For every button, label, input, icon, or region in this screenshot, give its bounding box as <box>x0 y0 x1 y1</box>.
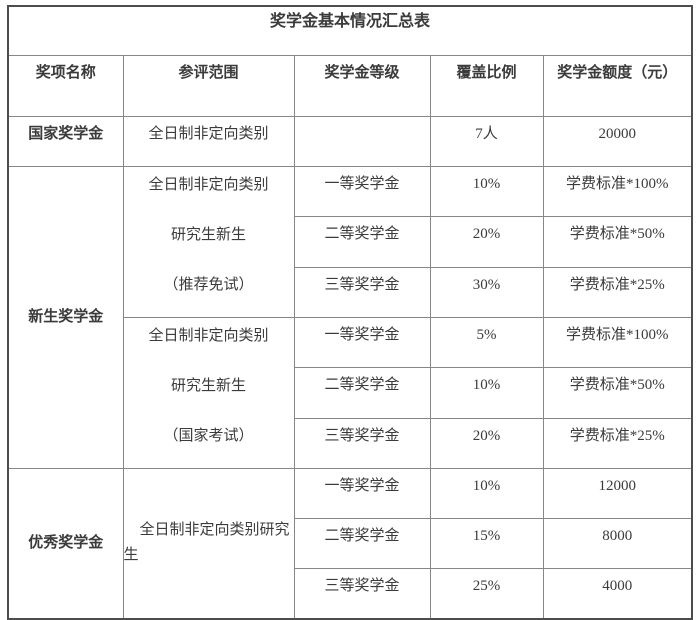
amount-cell: 学费标准*100% <box>542 316 693 369</box>
table-row: 二等奖学金 15% 8000 <box>8 518 693 569</box>
table-row: 二等奖学金 10% 学费标准*50% <box>8 367 693 419</box>
ratio-cell: 10% <box>429 367 544 419</box>
amount-cell: 学费标准*25% <box>542 266 693 319</box>
title-row: 奖学金基本情况汇总表 <box>7 5 693 56</box>
level-cell: 三等奖学金 <box>293 417 431 470</box>
column-header-scope: 参评范围 <box>122 55 295 117</box>
amount-cell: 4000 <box>542 568 693 619</box>
table-row: 二等奖学金 20% 学费标准*50% <box>8 216 693 268</box>
ratio-cell: 20% <box>429 216 544 268</box>
scope-line: 研究生新生 <box>170 227 246 243</box>
table-row: 新生奖学金 全日制非定向类别 研究生新生 （推荐免试） 一等奖学金 10% 学费… <box>7 165 693 469</box>
award-name-cell: 国家奖学金 <box>7 116 124 167</box>
column-header-ratio: 覆盖比例 <box>429 55 544 117</box>
amount-cell: 学费标准*50% <box>542 216 693 268</box>
scope-line: （国家考试） <box>163 428 254 444</box>
table-row: 三等奖学金 20% 学费标准*25% <box>8 417 693 470</box>
scholarship-summary-table-wrap: 奖学金基本情况汇总表 奖项名称 参评范围 奖学金等级 覆盖比例 奖学金额度（元）… <box>7 5 693 620</box>
column-header-level: 奖学金等级 <box>293 55 431 117</box>
ratio-cell: 30% <box>429 266 544 319</box>
level-cell: 二等奖学金 <box>293 518 431 569</box>
level-cell: 二等奖学金 <box>293 367 431 419</box>
level-cell: 一等奖学金 <box>293 468 431 519</box>
table-title: 奖学金基本情况汇总表 <box>7 5 693 56</box>
table-row: 全日制非定向类别 研究生新生 （国家考试） 一等奖学金 5% 学费标准*100% <box>8 316 693 469</box>
level-cell: 二等奖学金 <box>293 216 431 268</box>
scope-cell: 全日制非定向类别 <box>122 116 295 167</box>
amount-cell: 20000 <box>542 116 693 167</box>
level-cell: 三等奖学金 <box>293 568 431 619</box>
scope-line: 全日制非定向类别 <box>148 177 269 193</box>
table-row: 国家奖学金 全日制非定向类别 7人 20000 <box>7 116 693 167</box>
scope-line: 全日制非定向类别 <box>148 328 269 344</box>
table-row: 三等奖学金 30% 学费标准*25% <box>8 266 693 319</box>
ratio-cell: 15% <box>429 518 544 569</box>
scope-line: 研究生新生 <box>170 378 246 394</box>
scope-line: （推荐免试） <box>163 277 254 293</box>
ratio-cell: 10% <box>429 468 544 519</box>
scholarship-summary-table: 奖学金基本情况汇总表 奖项名称 参评范围 奖学金等级 覆盖比例 奖学金额度（元）… <box>7 5 693 620</box>
ratio-cell: 7人 <box>429 116 544 167</box>
level-cell: 一等奖学金 <box>293 165 431 218</box>
ratio-cell: 20% <box>429 417 544 470</box>
level-cell: 三等奖学金 <box>293 266 431 319</box>
amount-cell: 12000 <box>542 468 693 519</box>
ratio-cell: 10% <box>429 165 544 218</box>
column-header-award: 奖项名称 <box>7 55 124 117</box>
amount-cell: 8000 <box>542 518 693 569</box>
award-name-cell: 优秀奖学金 <box>7 468 124 619</box>
ratio-cell: 5% <box>429 316 544 369</box>
scope-cell: 全日制非定向类别研究生 <box>122 468 295 619</box>
level-cell <box>293 116 431 167</box>
amount-cell: 学费标准*50% <box>542 367 693 419</box>
ratio-cell: 25% <box>429 568 544 619</box>
level-cell: 一等奖学金 <box>293 316 431 369</box>
scope-cell: 全日制非定向类别 研究生新生 （推荐免试） <box>122 166 295 318</box>
amount-cell: 学费标准*25% <box>542 417 693 470</box>
column-header-amount: 奖学金额度（元） <box>542 55 693 117</box>
award-name-cell: 新生奖学金 <box>7 166 124 469</box>
amount-cell: 学费标准*100% <box>542 165 693 218</box>
table-row: 优秀奖学金 全日制非定向类别研究生 一等奖学金 10% 12000 <box>7 468 693 619</box>
scope-cell: 全日制非定向类别 研究生新生 （国家考试） <box>122 317 295 469</box>
header-row: 奖项名称 参评范围 奖学金等级 覆盖比例 奖学金额度（元） <box>7 55 693 117</box>
